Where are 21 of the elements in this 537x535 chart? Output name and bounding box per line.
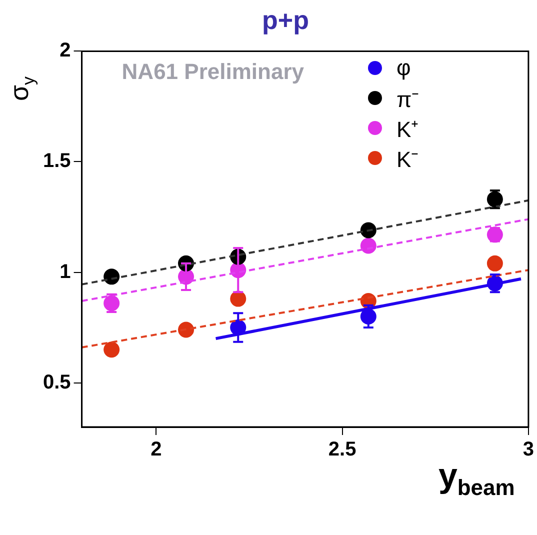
point [178,322,194,338]
point [104,268,120,285]
y-tick-label: 0.5 [42,371,71,394]
legend-label: K⁻ [396,146,418,174]
x-tick-label: 2 [150,438,162,461]
x-tick-label: 3 [522,438,534,461]
point [104,342,120,358]
point [230,290,246,307]
point [360,222,376,238]
chart-title: p+p [262,4,309,35]
y-tick-label: 1 [60,260,71,283]
x-tick-label: 2.5 [328,438,356,461]
legend-label: π⁻ [396,86,419,114]
y-tick-label: 2 [60,40,71,62]
point [486,255,503,272]
legend-label: φ [396,55,411,82]
legend-label: K⁺ [396,116,418,144]
y-tick-label: 1.5 [42,150,71,172]
annotation: NA61 Preliminary [122,59,304,86]
point [360,238,376,254]
x-axis-title: y$_{beam}$ [438,457,515,501]
